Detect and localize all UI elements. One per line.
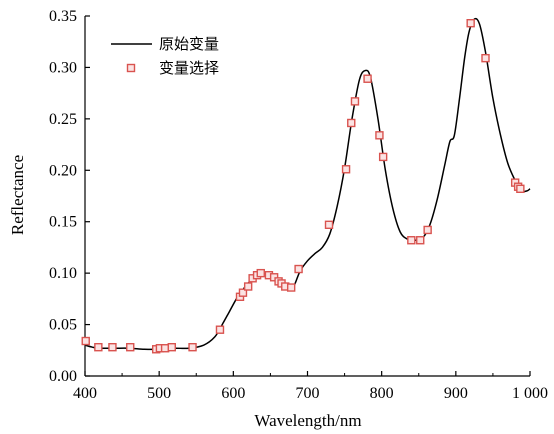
y-tick-label: 0.30 (49, 59, 77, 76)
selected-variable-marker (416, 236, 425, 245)
y-tick-label: 0.00 (49, 368, 77, 385)
selected-variable-marker (375, 131, 384, 140)
selected-variable-marker (378, 152, 388, 162)
y-tick-label: 0.10 (49, 265, 77, 282)
selected-variable-marker (215, 325, 225, 334)
x-tick-label: 600 (221, 385, 245, 402)
x-axis-title: Wavelength/nm (254, 411, 361, 430)
series-line-original (84, 17, 531, 351)
selected-variable-marker (363, 74, 372, 83)
legend: 原始变量 变量选择 (111, 35, 219, 77)
x-tick-label: 500 (147, 385, 171, 402)
selected-variable-marker (294, 264, 303, 274)
x-tick-label: 1 000 (512, 385, 548, 402)
y-tick-label: 0.15 (49, 214, 77, 231)
selected-variable-marker (126, 343, 135, 352)
y-tick-label: 0.20 (49, 162, 77, 179)
selected-variable-marker (407, 236, 416, 245)
selected-variable-marker (94, 343, 103, 352)
y-tick-label: 0.25 (49, 111, 77, 128)
selected-variable-marker (423, 225, 432, 235)
selected-variable-marker (466, 19, 475, 28)
selected-variable-marker (81, 336, 90, 346)
selected-variable-marker (243, 282, 253, 291)
selected-variable-marker (167, 343, 176, 352)
selected-variable-marker (256, 268, 265, 278)
x-tick-label: 900 (444, 385, 468, 402)
y-axis-title: Reflectance (8, 155, 27, 235)
selected-variable-marker (481, 53, 490, 63)
selected-variable-marker (350, 97, 360, 106)
x-tick-label: 400 (73, 385, 97, 402)
selected-variable-marker (238, 288, 248, 297)
x-tick-label: 700 (296, 385, 320, 402)
line-layer (84, 17, 531, 351)
ticks (84, 15, 531, 377)
tick-labels: 400 500 600 700 800 900 1 000 0.00 0.05 0.10 0.15 0… (49, 8, 548, 402)
x-tick-label: 800 (370, 385, 394, 402)
selected-variable-marker (516, 184, 525, 194)
legend-label-selected: 变量选择 (159, 59, 219, 77)
selected-variable-marker (347, 118, 356, 128)
selected-variable-marker (108, 343, 117, 352)
y-tick-label: 0.35 (49, 8, 77, 25)
legend-marker-swatch (126, 63, 136, 73)
y-tick-label: 0.05 (49, 317, 77, 334)
selected-variable-marker (286, 283, 296, 292)
marker-layer (81, 19, 525, 354)
selected-variable-marker (341, 165, 351, 174)
legend-label-original: 原始变量 (159, 35, 219, 53)
selected-variable-marker (160, 344, 170, 353)
selected-variable-marker (324, 220, 334, 230)
selected-variable-marker (188, 343, 197, 352)
